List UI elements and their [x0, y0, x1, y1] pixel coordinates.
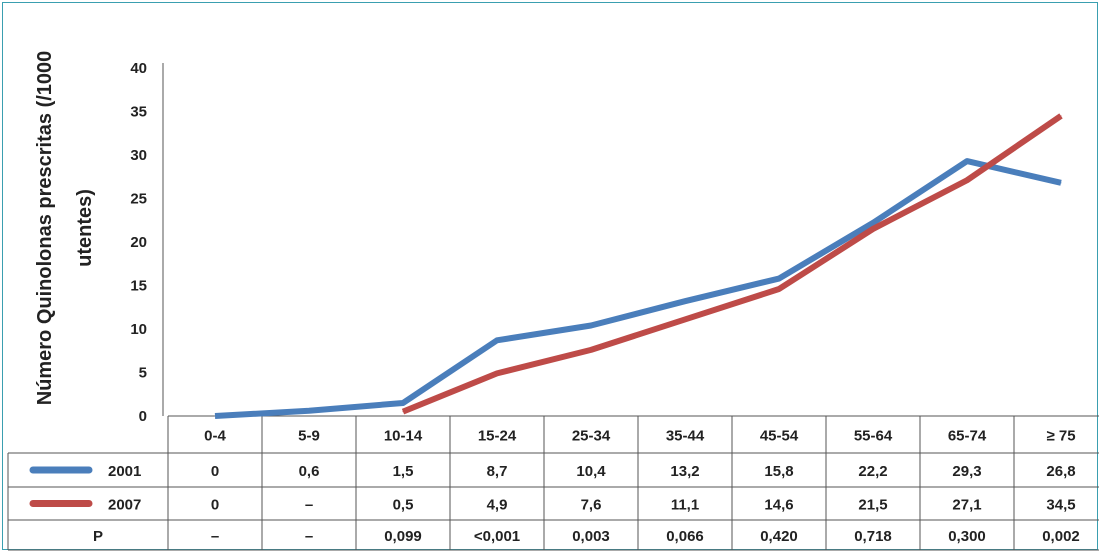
data-point-2007 [684, 318, 686, 320]
data-point-2001 [872, 222, 874, 224]
data-point-2001 [308, 410, 310, 412]
x-category-label: 35-44 [666, 428, 705, 445]
series-line-2001 [214, 158, 1062, 419]
p-value-cell: – [305, 528, 313, 545]
table-cell-2007: 11,1 [671, 497, 699, 514]
p-value-cell: 0,420 [760, 528, 798, 545]
series-line-2007 [401, 113, 1063, 415]
y-tick-label: 20 [130, 234, 147, 251]
table-cell-2001: 13,2 [670, 463, 699, 480]
y-axis-title: Número Quinolonas prescritas (/1000 utent… [34, 51, 96, 406]
p-row-label: P [93, 528, 103, 545]
y-tick-label: 5 [139, 365, 147, 382]
x-category-label: 45-54 [760, 428, 799, 445]
series-lines [214, 113, 1063, 419]
p-value-cell: 0,066 [666, 528, 704, 545]
y-tick-label: 15 [130, 278, 147, 295]
table-cell-2007: 7,6 [581, 497, 602, 514]
y-tick-label: 30 [130, 147, 147, 164]
data-point-2001 [966, 160, 968, 162]
x-category-label: 65-74 [948, 428, 987, 445]
data-point-2001 [1060, 182, 1062, 184]
table-cell-2007: – [305, 497, 313, 514]
table-cell-2007: 0 [211, 497, 219, 514]
x-category-label: 55-64 [854, 428, 893, 445]
data-point-2007 [872, 228, 874, 230]
data-point-2007 [966, 179, 968, 181]
data-point-2001 [402, 402, 404, 404]
data-point-2001 [590, 325, 592, 327]
data-point-2007 [590, 349, 592, 351]
data-table: 0-4 5-9 10-14 15-24 25-34 35-44 45-54 55-64 65-7… [7, 415, 1099, 551]
table-cell-2007: 34,5 [1046, 497, 1075, 514]
x-category-label: ≥ 75 [1046, 428, 1075, 445]
y-tick-label: 0 [139, 408, 147, 425]
y-tick-label: 10 [130, 321, 147, 338]
x-category-label: 5-9 [298, 428, 320, 445]
table-cell-2001: 22,2 [858, 463, 887, 480]
p-value-cell: 0,002 [1042, 528, 1080, 545]
x-category-label: 0-4 [204, 428, 226, 445]
data-point-2007 [496, 372, 498, 374]
table-cell-2007: 0,5 [393, 497, 414, 514]
table-cell-2001: 1,5 [393, 463, 414, 480]
table-cell-2007: 14,6 [764, 497, 793, 514]
p-value-cell: 0,099 [384, 528, 422, 545]
data-point-2007 [402, 411, 404, 413]
table-cell-2001: 29,3 [952, 463, 981, 480]
table-cell-2007: 4,9 [487, 497, 508, 514]
y-axis-title-line: Número Quinolonas prescritas (/1000 [34, 51, 56, 406]
data-point-2007 [778, 288, 780, 290]
y-axis-title-line: utentes) [74, 189, 96, 267]
p-value-cell: 0,300 [948, 528, 986, 545]
x-category-label: 15-24 [478, 428, 517, 445]
p-value-cell: <0,001 [474, 528, 520, 545]
y-tick-label: 40 [130, 60, 147, 77]
table-cell-2001: 15,8 [764, 463, 793, 480]
quinolone-line-chart: 0 5 10 15 20 25 30 35 40 Número Quinolonas presc… [7, 51, 1099, 551]
table-cell-2001: 0 [211, 463, 219, 480]
legend-label-2007: 2007 [108, 497, 141, 514]
p-value-cell: 0,718 [854, 528, 892, 545]
table-cell-2001: 26,8 [1046, 463, 1075, 480]
data-point-2001 [496, 339, 498, 341]
table-cell-2001: 8,7 [487, 463, 508, 480]
data-point-2001 [778, 278, 780, 280]
p-value-cell: – [211, 528, 219, 545]
table-cell-2007: 21,5 [858, 497, 887, 514]
y-tick-label: 35 [130, 104, 147, 121]
x-category-label: 25-34 [572, 428, 611, 445]
table-cell-2007: 27,1 [952, 497, 981, 514]
x-category-label: 10-14 [384, 428, 423, 445]
table-cell-2001: 10,4 [576, 463, 606, 480]
data-point-2001 [214, 415, 216, 417]
p-value-cell: 0,003 [572, 528, 610, 545]
y-tick-label: 25 [130, 191, 147, 208]
table-cell-2001: 0,6 [299, 463, 320, 480]
data-point-2001 [684, 300, 686, 302]
data-point-2007 [1060, 115, 1062, 117]
legend-label-2001: 2001 [108, 463, 141, 480]
y-axis: 0 5 10 15 20 25 30 35 40 [130, 60, 164, 425]
